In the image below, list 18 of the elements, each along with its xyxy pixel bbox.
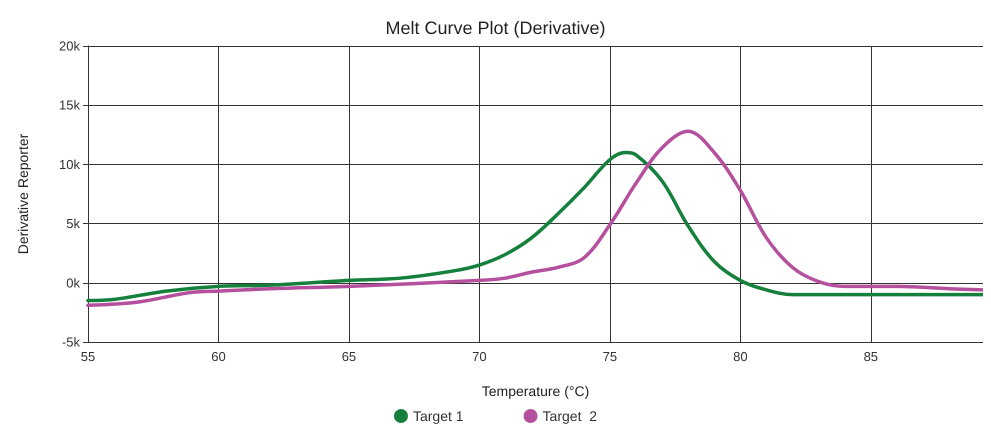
y-axis-title: Derivative Reporter (15, 133, 31, 254)
legend-label: Target 1 (412, 408, 464, 424)
y-tick-label: 20k (59, 38, 80, 54)
y-tick-label: 5k (66, 216, 80, 232)
x-tick-label: 80 (733, 349, 748, 364)
chart-title: Melt Curve Plot (Derivative) (385, 18, 606, 38)
y-tick-label: -5k (62, 334, 80, 350)
y-tick-label: 15k (59, 98, 80, 113)
x-tick-label: 85 (864, 349, 878, 364)
y-tick-label: 0k (66, 275, 80, 290)
x-tick-label: 75 (602, 349, 618, 364)
y-tick-label: 10k (59, 156, 80, 172)
x-tick-label: 60 (211, 349, 226, 364)
x-axis-title: Temperature (°C) (482, 383, 590, 399)
x-tick-label: 65 (342, 349, 356, 364)
legend-label: Target 2 (542, 408, 598, 424)
x-tick-label: 70 (472, 349, 487, 364)
x-tick-label: 55 (80, 349, 96, 364)
